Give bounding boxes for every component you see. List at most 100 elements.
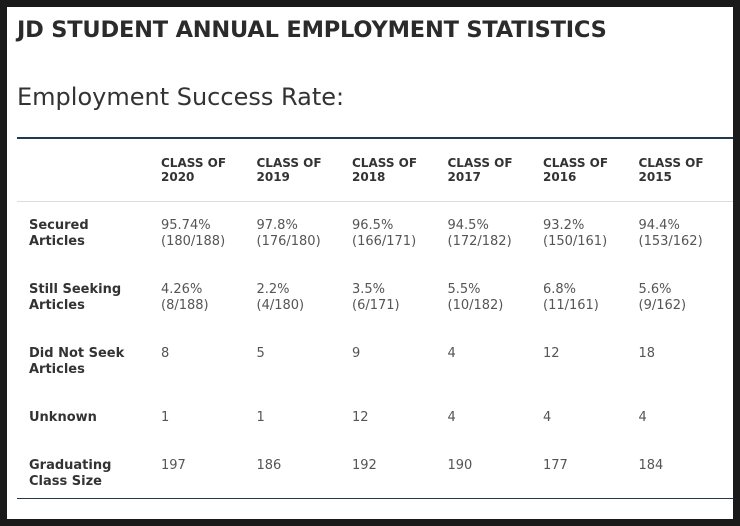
table-cell: 6.8% (11/161) <box>543 266 639 330</box>
cell-value: 5 <box>256 346 265 361</box>
table-cell: 93.2% (150/161) <box>543 202 639 267</box>
table-cell: 4 <box>448 330 544 394</box>
table-cell: 4 <box>639 394 734 442</box>
column-header-line1: CLASS OF <box>161 156 227 170</box>
cell-detail: (8/188) <box>161 298 209 313</box>
cell-value: 1 <box>256 410 265 425</box>
column-header-2018: CLASS OF 2018 <box>352 138 448 202</box>
cell-value: 5.6% <box>638 282 672 297</box>
cell-value: 4 <box>543 410 552 425</box>
cell-value: 8 <box>161 346 170 361</box>
column-header-year: 2016 <box>543 170 577 184</box>
cell-value: 4 <box>447 410 456 425</box>
content-panel: JD STUDENT ANNUAL EMPLOYMENT STATISTICS … <box>7 7 733 519</box>
table-cell: 4 <box>543 394 639 442</box>
column-header-line1: CLASS OF <box>352 156 418 170</box>
cell-value: 93.2% <box>543 218 585 233</box>
cell-value: 18 <box>638 346 656 361</box>
table-cell: 177 <box>543 442 639 499</box>
cell-value: 2.2% <box>256 282 290 297</box>
cell-value: 12 <box>543 346 560 361</box>
column-header-2017: CLASS OF 2017 <box>447 138 543 202</box>
cell-detail: (172/182) <box>447 234 512 249</box>
row-label-line2: Articles <box>29 362 85 377</box>
row-label-line1: Graduating <box>29 458 112 473</box>
row-label: Did Not Seek Articles <box>17 330 161 394</box>
table-cell: 4.26% (8/188) <box>161 266 257 330</box>
table-cell: 96.5% (166/171) <box>352 202 448 267</box>
table-cell: 186 <box>257 442 353 499</box>
cell-value: 94.5% <box>447 218 489 233</box>
table-cell: 197 <box>161 442 257 499</box>
column-header-line1: CLASS OF <box>638 156 704 170</box>
table-cell: 94.4% (153/162) <box>639 202 734 267</box>
table-body: Secured Articles 95.74% (180/188) 97.8% (1… <box>17 202 733 499</box>
table-cell: 5.5% (10/182) <box>448 266 544 330</box>
table-row-secured-articles: Secured Articles 95.74% (180/188) 97.8% (1… <box>17 202 733 267</box>
row-label: Secured Articles <box>17 202 161 267</box>
row-label: Still Seeking Articles <box>17 266 161 330</box>
table-row-unknown: Unknown 1 1 12 4 4 4 <box>17 394 733 442</box>
row-label-line1: Did Not Seek <box>29 346 125 361</box>
row-label: Graduating Class Size <box>17 442 161 499</box>
table-cell: 95.74% (180/188) <box>161 202 257 267</box>
table-header: CLASS OF 2020 CLASS OF 2019 CLASS OF 201… <box>17 138 733 202</box>
table-cell: 9 <box>352 330 448 394</box>
cell-value: 95.74% <box>161 218 211 233</box>
cell-detail: (150/161) <box>543 234 608 249</box>
cell-value: 197 <box>161 458 186 473</box>
cell-value: 1 <box>161 410 170 425</box>
table-cell: 12 <box>352 394 448 442</box>
cell-detail: (4/180) <box>256 298 305 313</box>
row-label-line2: Articles <box>29 234 85 249</box>
table-row-still-seeking-articles: Still Seeking Articles 4.26% (8/188) 2.2%… <box>17 266 733 330</box>
column-header-year: 2019 <box>256 170 290 184</box>
cell-value: 6.8% <box>543 282 577 297</box>
cell-detail: (9/162) <box>638 298 687 313</box>
table-cell: 5 <box>257 330 353 394</box>
header-corner-cell <box>17 138 161 202</box>
section-heading: Employment Success Rate: <box>17 83 345 111</box>
cell-value: 186 <box>256 458 282 473</box>
row-label: Unknown <box>17 394 161 442</box>
cell-detail: (10/182) <box>447 298 504 313</box>
table-row-did-not-seek-articles: Did Not Seek Articles 8 5 9 4 12 18 <box>17 330 733 394</box>
column-header-2020: CLASS OF 2020 <box>161 138 257 202</box>
cell-value: 190 <box>447 458 473 473</box>
table-cell: 8 <box>161 330 257 394</box>
cell-detail: (166/171) <box>352 234 417 249</box>
table-cell: 12 <box>543 330 639 394</box>
cell-value: 4.26% <box>161 282 203 297</box>
row-label-line1: Still Seeking <box>29 282 122 297</box>
cell-value: 97.8% <box>256 218 298 233</box>
column-header-line1: CLASS OF <box>543 156 609 170</box>
employment-statistics-table: CLASS OF 2020 CLASS OF 2019 CLASS OF 201… <box>17 137 733 499</box>
table-cell: 192 <box>352 442 448 499</box>
row-label-line2: Class Size <box>29 474 102 489</box>
table-cell: 5.6% (9/162) <box>639 266 734 330</box>
cell-value: 96.5% <box>352 218 394 233</box>
column-header-2015: CLASS OF 2015 <box>638 138 733 202</box>
column-header-year: 2020 <box>161 170 195 184</box>
table-cell: 2.2% (4/180) <box>257 266 353 330</box>
column-header-year: 2015 <box>638 170 672 184</box>
column-header-2019: CLASS OF 2019 <box>256 138 352 202</box>
row-label-line1: Unknown <box>29 410 97 425</box>
cell-value: 177 <box>543 458 568 473</box>
header-row: CLASS OF 2020 CLASS OF 2019 CLASS OF 201… <box>17 138 733 202</box>
table-cell: 97.8% (176/180) <box>257 202 353 267</box>
cell-detail: (11/161) <box>543 298 599 313</box>
cell-value: 3.5% <box>352 282 386 297</box>
cell-value: 184 <box>638 458 664 473</box>
table-row-graduating-class-size: Graduating Class Size 197 186 192 190 17… <box>17 442 733 499</box>
employment-table-container: CLASS OF 2020 CLASS OF 2019 CLASS OF 201… <box>17 137 733 499</box>
cell-detail: (6/171) <box>352 298 400 313</box>
cell-value: 9 <box>352 346 361 361</box>
column-header-2016: CLASS OF 2016 <box>543 138 639 202</box>
cell-value: 192 <box>352 458 377 473</box>
column-header-year: 2017 <box>447 170 481 184</box>
cell-detail: (153/162) <box>638 234 703 249</box>
column-header-line1: CLASS OF <box>447 156 513 170</box>
row-label-line2: Articles <box>29 298 85 313</box>
row-label-line1: Secured <box>29 218 89 233</box>
